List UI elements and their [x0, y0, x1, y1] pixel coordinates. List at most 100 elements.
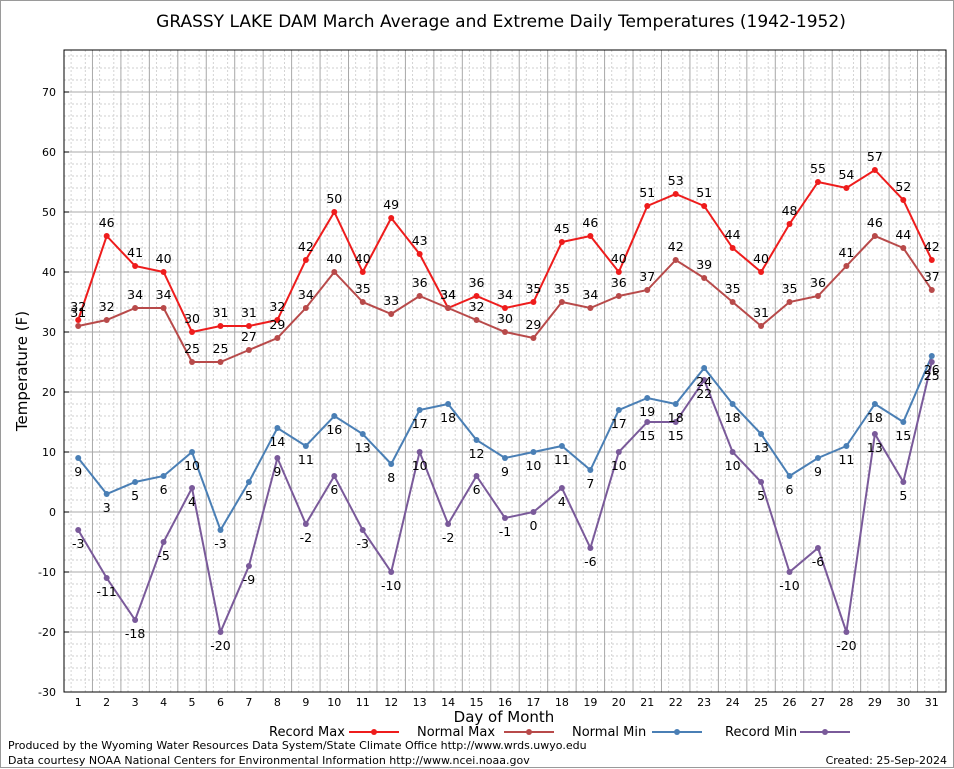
data-point-normal-max — [217, 359, 224, 365]
x-tick-label: 22 — [669, 696, 683, 709]
data-label-record-max: 51 — [639, 185, 655, 200]
x-tick-label: 1 — [75, 696, 82, 709]
data-label-normal-min: 24 — [696, 374, 712, 389]
y-tick-label: 10 — [42, 446, 56, 459]
data-point-normal-max — [473, 317, 480, 323]
x-tick-label: 19 — [583, 696, 597, 709]
data-label-record-min: -5 — [157, 548, 169, 563]
data-label-record-max: 34 — [440, 287, 456, 302]
data-label-normal-min: 10 — [525, 458, 541, 473]
data-point-normal-min — [445, 401, 452, 407]
data-label-record-max: 53 — [668, 173, 684, 188]
data-point-record-max — [871, 167, 878, 173]
data-point-record-max — [672, 191, 679, 197]
data-label-normal-max: 29 — [525, 317, 541, 332]
x-tick-label: 2 — [103, 696, 110, 709]
x-tick-label: 17 — [526, 696, 540, 709]
data-point-normal-min — [132, 479, 139, 485]
data-label-normal-min: 9 — [814, 464, 822, 479]
data-point-normal-min — [871, 401, 878, 407]
series-layer — [75, 167, 935, 636]
data-point-record-min — [132, 617, 139, 623]
data-label-normal-min: 12 — [469, 446, 485, 461]
data-point-normal-max — [587, 305, 594, 311]
data-point-normal-max — [132, 305, 139, 311]
data-point-record-max — [217, 323, 224, 329]
data-point-record-max — [359, 269, 366, 275]
data-label-normal-max: 37 — [639, 269, 655, 284]
data-label-record-max: 46 — [582, 215, 598, 230]
data-point-record-max — [530, 299, 537, 305]
data-label-record-max: 42 — [298, 239, 314, 254]
data-point-normal-max — [615, 293, 622, 299]
data-point-normal-min — [274, 425, 281, 431]
data-point-normal-min — [558, 443, 565, 449]
data-label-record-max: 52 — [895, 179, 911, 194]
data-label-normal-min: 18 — [440, 410, 456, 425]
data-label-normal-min: 15 — [895, 428, 911, 443]
data-point-normal-max — [388, 311, 395, 317]
data-point-record-min — [900, 479, 907, 485]
data-point-normal-min — [786, 473, 793, 479]
data-point-normal-min — [502, 455, 508, 461]
plot-border — [63, 49, 947, 693]
data-label-normal-max: 31 — [753, 305, 769, 320]
data-point-record-min — [160, 539, 167, 545]
data-label-normal-max: 29 — [269, 317, 285, 332]
data-point-normal-max — [502, 329, 508, 335]
x-tick-label: 8 — [274, 696, 281, 709]
data-point-normal-min — [189, 449, 196, 455]
data-point-record-max — [729, 245, 736, 251]
y-tick-label: -30 — [38, 686, 56, 699]
y-tick-label: 20 — [42, 386, 56, 399]
data-label-record-max: 36 — [469, 275, 485, 290]
data-point-normal-min — [928, 353, 935, 359]
data-label-normal-max: 39 — [696, 257, 712, 272]
footer-courtesy: Data courtesy NOAA National Centers for … — [8, 754, 530, 767]
y-tick-label: 50 — [42, 206, 56, 219]
data-label-normal-max: 33 — [383, 293, 399, 308]
data-label-record-min: 10 — [412, 458, 428, 473]
data-point-normal-max — [758, 323, 765, 329]
data-point-record-min — [302, 521, 309, 527]
data-label-normal-max: 42 — [668, 239, 684, 254]
x-tick-label: 3 — [132, 696, 139, 709]
data-label-record-max: 50 — [326, 191, 342, 206]
data-label-record-max: 32 — [70, 299, 86, 314]
data-label-record-min: -6 — [584, 554, 597, 569]
data-point-record-max — [103, 233, 110, 239]
data-label-record-min: 22 — [696, 386, 712, 401]
data-label-record-min: 15 — [668, 428, 684, 443]
data-point-normal-min — [160, 473, 167, 479]
data-point-normal-max — [871, 233, 878, 239]
data-point-record-max — [245, 323, 252, 329]
data-point-normal-min — [331, 413, 338, 419]
data-point-normal-min — [103, 491, 110, 497]
data-point-normal-min — [302, 443, 309, 449]
data-point-normal-max — [558, 299, 565, 305]
data-label-normal-max: 34 — [582, 287, 598, 302]
data-point-normal-min — [75, 455, 82, 461]
data-point-normal-min — [644, 395, 651, 401]
data-label-record-max: 51 — [696, 185, 712, 200]
data-label-normal-min: 9 — [501, 464, 509, 479]
data-label-record-max: 31 — [241, 305, 257, 320]
data-label-record-max: 30 — [184, 311, 200, 326]
data-point-record-max — [587, 233, 594, 239]
data-point-normal-max — [331, 269, 338, 275]
data-label-normal-max: 34 — [440, 287, 456, 302]
data-label-normal-max: 31 — [70, 305, 86, 320]
data-label-normal-max: 25 — [184, 341, 200, 356]
y-tick-label: -20 — [38, 626, 56, 639]
data-point-normal-min — [587, 467, 594, 473]
data-label-record-min: -20 — [836, 638, 856, 653]
y-tick-label: -10 — [38, 566, 56, 579]
data-label-normal-min: 9 — [74, 464, 82, 479]
data-point-normal-min — [843, 443, 850, 449]
y-axis-label: Temperature (F) — [13, 311, 31, 432]
data-point-record-min — [615, 449, 622, 455]
data-label-normal-max: 27 — [241, 329, 257, 344]
x-tick-label: 10 — [327, 696, 341, 709]
data-point-normal-max — [245, 347, 252, 353]
